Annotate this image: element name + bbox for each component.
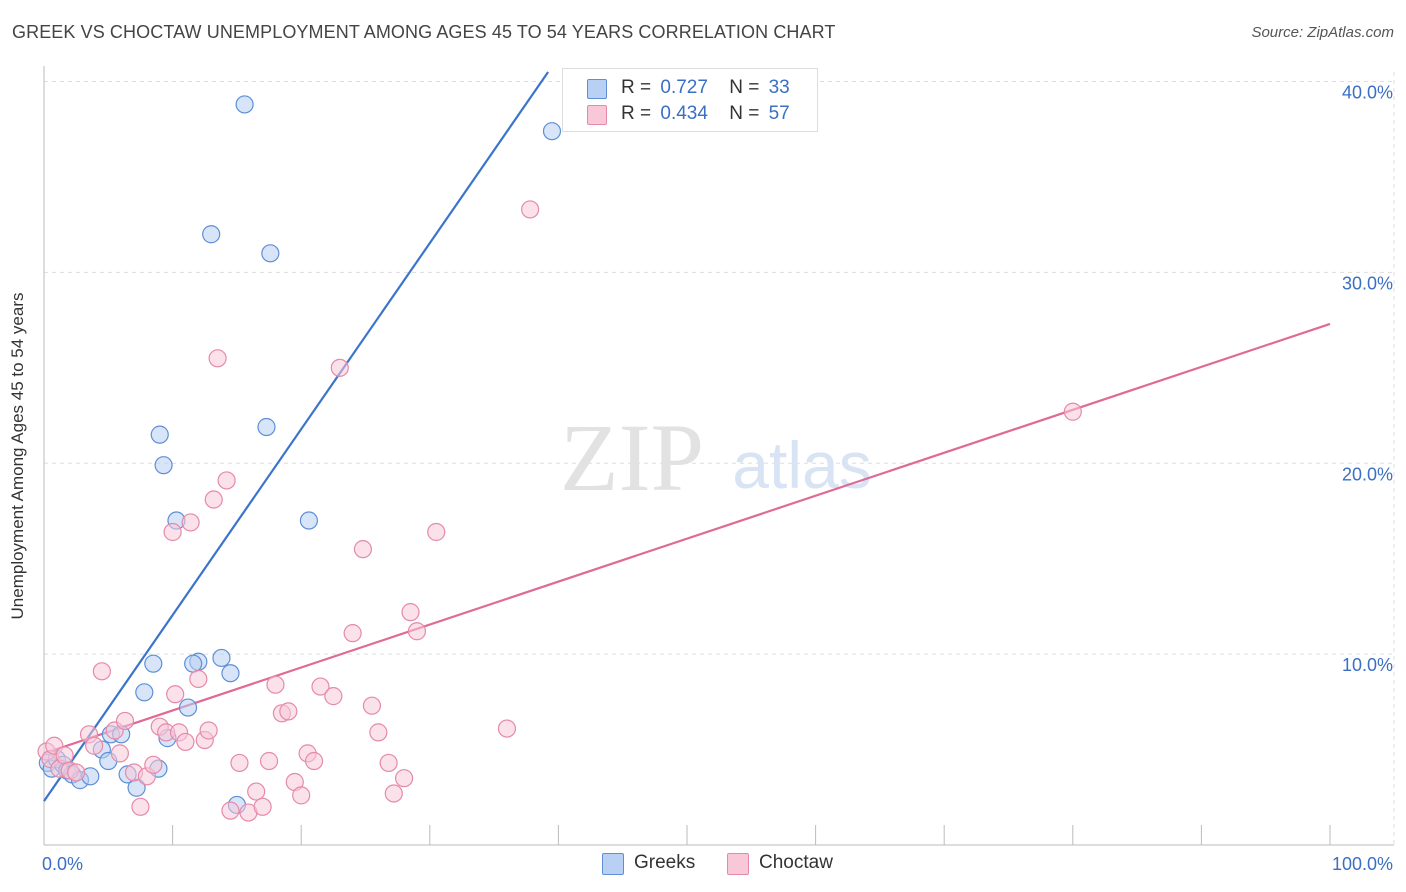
greeks-n-value: 33 [768,77,790,98]
choctaw-point-12 [115,711,135,731]
greeks-r-value: 0.727 [660,77,708,98]
axes [43,66,1394,846]
greek-point-30 [299,511,319,530]
choctaw-point-30 [221,801,240,820]
tick-labels: 10.0% 20.0% 30.0% 40.0% 0.0% 100.0% [42,83,1393,874]
greek-point-27 [235,95,254,114]
greek-point-28 [257,417,276,437]
choctaw-n-value: 57 [768,103,790,124]
choctaw-point-49 [369,723,388,742]
greek-point-25 [221,664,240,683]
greeks-r-label: R = [621,77,652,98]
choctaw-point-58 [1063,402,1082,421]
choctaw-point-45 [330,358,349,377]
choctaw-n-label: N = [729,103,760,124]
y-tick-label-2: 30.0% [1342,273,1393,293]
choctaw-point-36 [266,675,285,694]
greek-point-18 [154,456,173,475]
choctaw-point-6 [67,763,86,782]
choctaw-point-34 [253,797,272,816]
choctaw-point-27 [204,490,223,509]
grid-lines [44,72,1395,845]
choctaw-point-42 [304,751,324,771]
choctaw-point-28 [208,349,227,368]
choctaw-point-47 [353,540,373,559]
choctaw-swatch [587,105,607,125]
choctaw-point-22 [176,732,195,752]
greek-trend-line [43,71,550,802]
choctaw-point-14 [131,797,150,816]
choctaw-point-24 [189,669,208,689]
choctaw-trend-line [43,322,1331,755]
greek-point-17 [150,425,169,444]
chart-title: GREEK VS CHOCTAW UNEMPLOYMENT AMONG AGES… [12,22,836,42]
greek-point-15 [144,654,163,673]
greeks-legend-label: Greeks [634,852,696,873]
greek-point-29 [261,244,280,263]
y-tick-label-1: 20.0% [1342,464,1393,484]
choctaw-point-11 [110,744,129,763]
choctaw-point-57 [521,200,540,219]
y-tick-label-3: 40.0% [1342,83,1393,103]
greeks-swatch [587,79,607,99]
choctaw-point-52 [394,769,414,788]
choctaw-legend-swatch [727,853,749,875]
choctaw-point-38 [279,702,298,721]
choctaw-point-43 [311,677,330,696]
choctaw-point-4 [55,746,74,765]
y-axis-label: Unemployment Among Ages 45 to 54 years [8,292,27,620]
choctaw-point-55 [427,522,446,542]
watermark: ZIP atlas [560,404,872,511]
greek-point-32 [542,122,562,141]
greek-point-14 [135,683,154,702]
choctaw-point-33 [247,782,266,801]
x-tick-label-0: 0.0% [42,854,83,874]
data-points [37,95,1082,822]
choctaw-point-40 [292,786,311,805]
choctaw-point-53 [401,603,420,622]
choctaw-point-19 [163,522,182,542]
choctaw-point-29 [217,471,236,490]
choctaw-point-35 [259,751,279,771]
source-label: Source: ZipAtlas.com [1251,24,1394,41]
choctaw-point-20 [166,685,185,704]
y-tick-label-0: 10.0% [1342,655,1393,675]
choctaw-r-label: R = [621,103,652,124]
greeks-legend-swatch [602,853,624,875]
greek-point-21 [178,698,198,717]
x-tick-label-1: 100.0% [1332,854,1393,874]
choctaw-point-44 [324,687,343,706]
greeks-n-label: N = [729,77,760,98]
correlation-legend: R = 0.727 N = 33 R = 0.434 N = 57 [562,68,818,132]
watermark-atlas: atlas [732,428,871,502]
trend-lines [43,71,1331,802]
choctaw-point-8 [85,736,104,755]
choctaw-point-26 [199,721,218,740]
choctaw-r-value: 0.434 [660,103,708,124]
choctaw-point-56 [497,719,517,738]
choctaw-point-50 [379,753,398,773]
choctaw-point-31 [230,753,249,773]
choctaw-point-54 [407,622,427,641]
choctaw-point-51 [384,784,403,803]
choctaw-legend-label: Choctaw [759,852,833,873]
greek-point-24 [212,648,231,668]
choctaw-point-48 [362,696,382,715]
greek-point-31 [202,225,221,244]
choctaw-point-46 [343,624,362,643]
greek-point-23 [184,654,203,673]
choctaw-point-9 [92,662,111,681]
choctaw-point-16 [144,755,163,774]
choctaw-point-23 [181,513,200,532]
watermark-zip: ZIP [560,404,704,511]
